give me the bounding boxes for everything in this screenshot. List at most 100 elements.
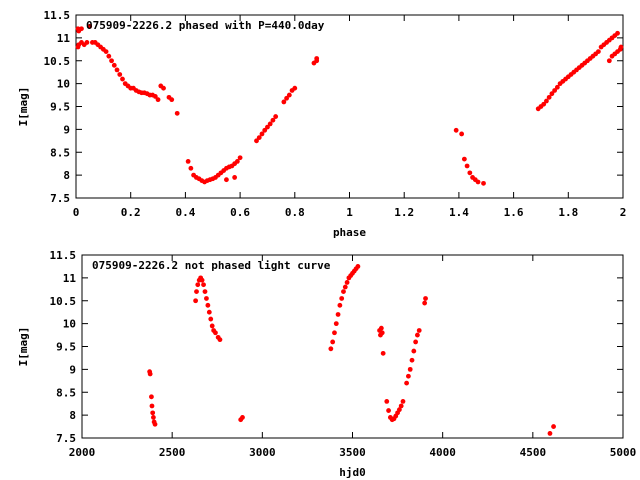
y-tick-label: 11.5 [44, 9, 71, 22]
data-point [117, 72, 123, 77]
y-tick-label: 8 [69, 409, 76, 422]
x-tick-label: 0.2 [121, 206, 141, 219]
x-axis-ticks: 0 0.2 0.4 0.6 0.8 1 1.2 1.4 1.6 1.8 2 [73, 15, 626, 219]
data-point [606, 58, 612, 64]
phased-panel: 7.5 8 8.5 9 9.5 10 10.5 11 11.5 0 0.2 0.4 0.6 0.8 1 1.… [17, 9, 626, 239]
data-point [185, 159, 191, 164]
x-tick-label: 4500 [520, 446, 547, 459]
y-tick-label: 10.5 [44, 55, 71, 68]
data-point [87, 24, 93, 29]
data-point [201, 282, 206, 288]
data-point [339, 296, 345, 301]
data-point [194, 289, 199, 294]
data-point [270, 117, 276, 123]
data-point [232, 175, 238, 180]
data-point [341, 289, 346, 294]
y-tick-label: 9.5 [56, 341, 76, 354]
data-point [453, 127, 459, 133]
x-tick-label: 3500 [339, 446, 366, 459]
data-point [281, 99, 287, 105]
data-point [267, 121, 273, 127]
data-point [206, 309, 212, 315]
data-point [335, 312, 341, 317]
plot-frame [81, 254, 624, 439]
data-point [406, 373, 411, 379]
data-point [411, 348, 417, 354]
unphased-panel: 7.5 8 8.5 9 9.5 10 10.5 11 11.5 2000 2500 3000 3500… [17, 249, 636, 479]
data-point [380, 350, 386, 356]
data-point [114, 67, 120, 73]
data-point [337, 302, 343, 308]
data-point [120, 76, 125, 82]
data-point [615, 30, 620, 36]
data-point [151, 415, 156, 420]
data-point [174, 110, 180, 116]
data-point [204, 296, 209, 301]
data-point [213, 330, 218, 336]
data-point [333, 321, 339, 327]
data-point [328, 346, 334, 352]
data-point [547, 431, 553, 436]
data-point [344, 280, 350, 285]
y-tick-label: 11 [63, 272, 77, 285]
data-point [396, 407, 402, 413]
data-point [549, 91, 555, 97]
data-point [103, 49, 109, 54]
data-point [314, 56, 320, 61]
y-axis-label: I[mag] [17, 87, 30, 127]
data-point [259, 131, 265, 137]
data-point [330, 339, 336, 345]
x-tick-label: 1 [346, 206, 353, 219]
data-point [147, 371, 153, 377]
data-point [224, 177, 229, 183]
y-tick-label: 9.5 [50, 101, 70, 114]
data-point [378, 325, 384, 331]
y-axis-ticks: 7.5 8 8.5 9 9.5 10 10.5 11 11.5 [50, 249, 623, 445]
data-point [193, 298, 199, 304]
data-point [188, 165, 194, 171]
data-point [149, 403, 155, 409]
data-point [415, 332, 420, 338]
data-point [111, 62, 117, 68]
data-point [467, 170, 473, 176]
data-point [355, 264, 361, 269]
data-point [409, 357, 415, 363]
data-point [481, 180, 486, 186]
data-point [109, 58, 114, 64]
y-tick-label: 10.5 [50, 295, 77, 308]
data-point [544, 98, 549, 104]
data-point [79, 26, 84, 32]
data-point [422, 300, 428, 306]
data-point [546, 94, 552, 100]
y-tick-label: 8.5 [50, 146, 70, 159]
data-point [551, 424, 556, 429]
x-tick-label: 0 [73, 206, 80, 219]
data-point [195, 282, 201, 288]
y-tick-label: 10 [57, 78, 70, 91]
x-tick-label: 1.6 [504, 206, 524, 219]
data-point [554, 84, 560, 90]
data-point [234, 159, 240, 164]
data-point [155, 97, 161, 103]
data-point [254, 138, 259, 144]
data-point [379, 330, 385, 336]
x-axis-label: phase [333, 226, 366, 239]
y-tick-label: 7.5 [50, 192, 70, 205]
data-point [386, 408, 391, 413]
data-point [459, 131, 465, 137]
data-point [400, 399, 406, 404]
data-point [149, 394, 154, 400]
x-tick-label: 1.2 [394, 206, 414, 219]
data-point [423, 296, 428, 301]
x-tick-label: 4000 [429, 446, 456, 459]
data-point [169, 97, 175, 103]
data-point [199, 277, 205, 283]
x-tick-label: 2500 [159, 446, 186, 459]
data-point [152, 421, 158, 427]
x-axis-label: hjd0 [339, 466, 366, 479]
y-tick-label: 11.5 [50, 249, 77, 262]
data-point [286, 92, 292, 98]
data-point [217, 337, 223, 343]
